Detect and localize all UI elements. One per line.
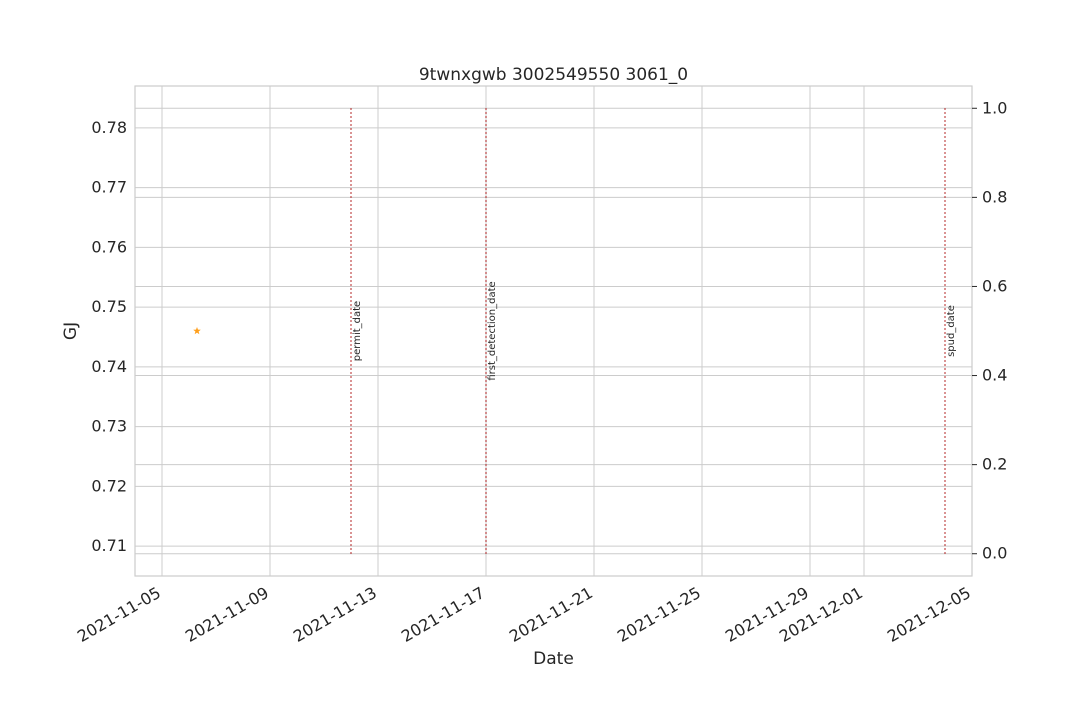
y-axis-ticks: 0.71 0.72 0.73 0.74 0.75 0.76 0.77 0.78 [91,118,127,555]
x-tick-label: 2021-11-09 [182,583,272,646]
y-tick-label: 0.77 [91,178,127,197]
grid [135,86,973,576]
y2-tick-label: 1.0 [982,98,1007,117]
x-axis-label: Date [533,649,574,669]
y2-tick-label: 0.8 [982,187,1007,206]
y-tick-label: 0.75 [91,297,127,316]
x-tick-label: 2021-12-05 [884,583,974,646]
data-point [193,327,201,335]
plot-frame [134,85,973,577]
event-lines: permit_date first_detection_date spud_date [350,108,957,554]
event-label: spud_date [946,305,957,357]
y2-tick-label: 0.6 [982,276,1007,295]
y-tick-label: 0.76 [91,237,127,256]
event-label: first_detection_date [487,281,498,380]
x-tick-label: 2021-11-13 [290,583,380,646]
y2-tick-label: 0.0 [982,544,1007,563]
x-tick-label: 2021-11-25 [614,583,704,646]
y-tick-label: 0.72 [91,476,127,495]
y-axis-label: GJ [61,322,81,340]
y-tick-label: 0.74 [91,357,127,376]
y2-tick-label: 0.4 [982,366,1007,385]
y2-axis-ticks: 0.0 0.2 0.4 0.6 0.8 1.0 [972,98,1007,563]
data-points [193,327,201,335]
x-axis-ticks: 2021-11-05 2021-11-09 2021-11-13 2021-11-17… [74,583,974,646]
y-tick-label: 0.71 [91,536,127,555]
chart-title: 9twnxgwb 3002549550 3061_0 [419,65,688,85]
x-tick-label: 2021-11-21 [506,583,596,646]
x-tick-label: 2021-11-17 [398,583,488,646]
y-tick-label: 0.73 [91,417,127,436]
x-tick-label: 2021-11-05 [74,583,164,646]
event-label: permit_date [352,301,363,361]
y-tick-label: 0.78 [91,118,127,137]
y2-tick-label: 0.2 [982,455,1007,474]
